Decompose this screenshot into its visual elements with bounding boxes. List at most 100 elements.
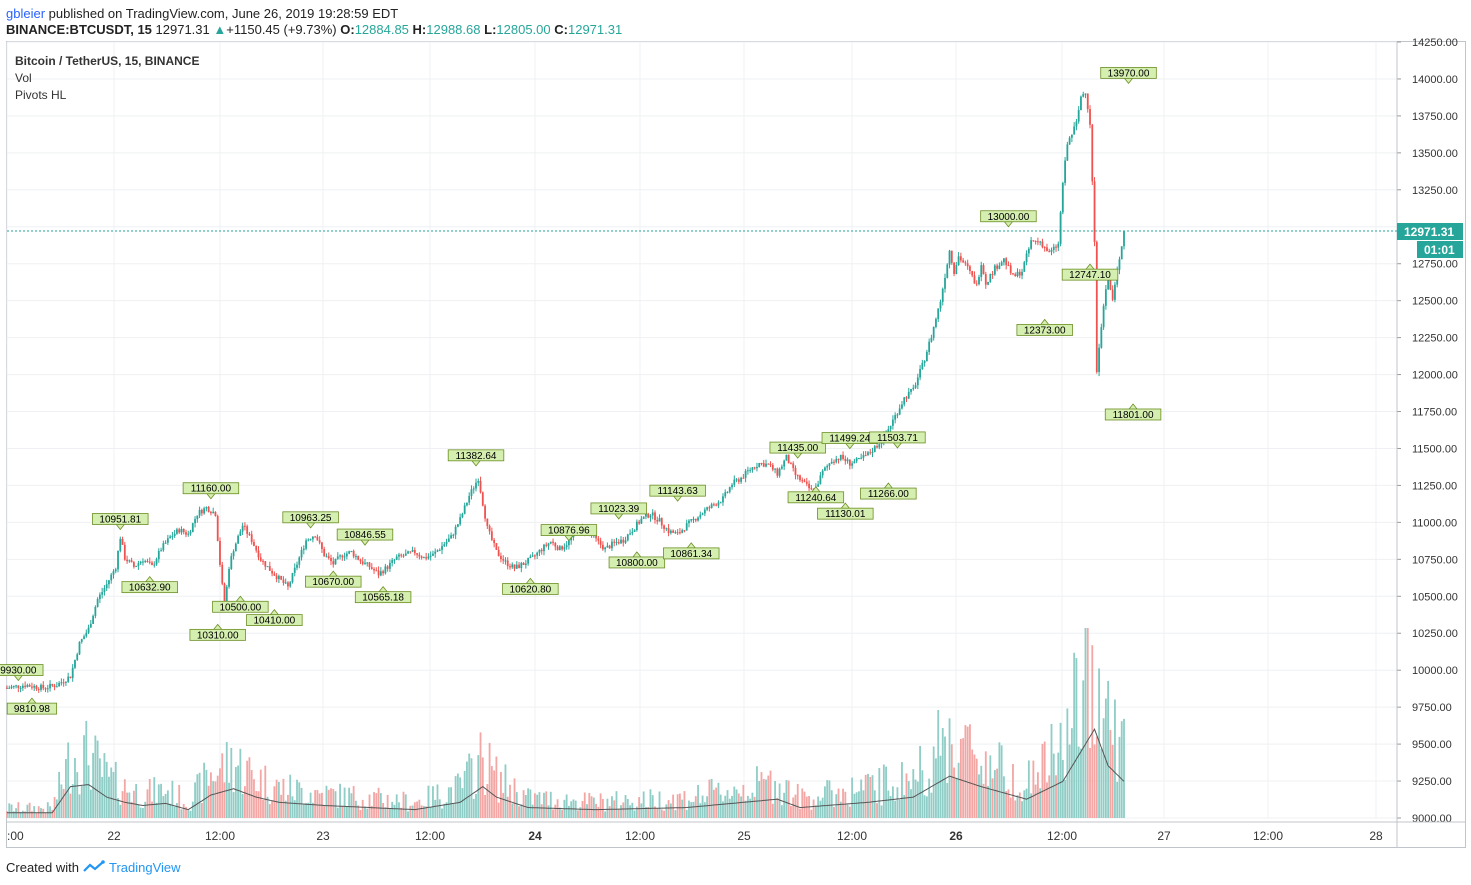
volume-bar (656, 808, 659, 818)
candle-body (708, 507, 711, 509)
author-link[interactable]: gbleier (6, 6, 46, 21)
legend-volume[interactable]: Vol (15, 71, 32, 85)
candle-body (368, 562, 371, 568)
volume-bar (828, 780, 831, 818)
volume-bar (1111, 744, 1114, 818)
candle-body (667, 528, 670, 534)
volume-bar (867, 773, 869, 818)
candle-body (701, 513, 704, 515)
candle-body (105, 584, 108, 589)
volume-bar (950, 744, 953, 818)
volume-bar (31, 811, 33, 818)
pivot-low-label: 11130.01 (825, 509, 866, 520)
volume-bar (370, 805, 373, 818)
candle-body (475, 482, 477, 489)
candle-body (418, 554, 421, 557)
pivot-pointer (206, 493, 216, 500)
candle-body (504, 560, 507, 562)
candle-body (953, 262, 955, 274)
volume-bar (948, 718, 951, 818)
volume-bar (910, 789, 912, 818)
volume-bar (466, 761, 468, 818)
pivot-high-box (282, 511, 339, 524)
pivot-pointer (1040, 318, 1050, 325)
candle-body (980, 265, 983, 277)
candle-body (1030, 240, 1033, 249)
x-tick-label: 12:00 (415, 829, 445, 843)
published-text: published on TradingView.com, June 26, 2… (48, 6, 399, 21)
candle-body (547, 543, 550, 546)
volume-bar (658, 791, 661, 818)
volume-bar (672, 794, 675, 818)
volume-bar (645, 806, 647, 818)
candle-body (1109, 278, 1112, 290)
volume-bar (987, 785, 989, 818)
volume-bar (631, 802, 634, 818)
volume-bar (441, 808, 443, 818)
volume-bar (427, 785, 430, 818)
pivot-pointer (27, 697, 37, 704)
candle-body (119, 538, 122, 552)
candle-body (1005, 258, 1008, 266)
candle-body (810, 488, 813, 490)
candle-body (1066, 144, 1069, 161)
candle-body (629, 533, 631, 535)
volume-bar (660, 809, 663, 818)
volume-bar (722, 801, 724, 818)
candle-body (377, 570, 380, 576)
pivot-low-box (246, 614, 303, 626)
volume-bar (305, 803, 307, 818)
candle-body (719, 502, 722, 504)
candle-body (123, 544, 126, 560)
candle-body (42, 684, 45, 689)
pivot-low-label: 9810.98 (14, 704, 51, 715)
pivot-high-label: 13000.00 (988, 212, 1030, 223)
candle-body (1091, 124, 1094, 182)
candle-body (597, 538, 600, 541)
pivot-low-label: 10620.80 (510, 584, 552, 595)
candle-body (928, 341, 931, 352)
volume-bar (1068, 744, 1071, 818)
volume-bar (429, 807, 432, 818)
volume-bar (87, 765, 90, 818)
candle-body (110, 574, 113, 581)
candle-body (697, 517, 699, 521)
volume-bar (60, 784, 63, 818)
pivot-high-label: 11499.24 (829, 434, 870, 445)
candle-body (69, 676, 72, 679)
volume-bar (80, 785, 83, 818)
y-tick-label: 12750.00 (1412, 259, 1458, 271)
volume-bar (409, 805, 412, 818)
candle-body (461, 513, 464, 518)
candle-body (277, 575, 280, 580)
volume-bar (522, 790, 525, 818)
volume-bar (932, 746, 935, 818)
tradingview-brand[interactable]: TradingView (108, 859, 181, 875)
volume-bar (905, 773, 908, 818)
candle-body (1048, 251, 1051, 253)
candle-body (196, 515, 199, 520)
candle-body (520, 562, 523, 569)
pivot-low-label: 10310.00 (197, 630, 239, 641)
candle-body (851, 463, 854, 466)
volume-bar (629, 805, 631, 818)
candle-body (237, 535, 240, 544)
candle-body (513, 564, 516, 569)
candle-body (935, 319, 937, 327)
candle-body (468, 495, 471, 503)
pivot-high-box (0, 664, 44, 676)
pivot-low-box (1104, 408, 1162, 421)
volume-bar (1036, 772, 1039, 818)
volume-bar (361, 799, 364, 818)
volume-bar (411, 805, 414, 818)
volume-bar (885, 766, 888, 818)
pivot-pointer (115, 524, 125, 531)
candle-body (239, 531, 242, 536)
candle-body (794, 467, 797, 476)
volume-bar (527, 788, 530, 818)
pivot-pointer (793, 452, 803, 459)
legend-pivots[interactable]: Pivots HL (15, 88, 67, 102)
volume-bar (389, 808, 391, 818)
volume-bar (1082, 680, 1085, 818)
